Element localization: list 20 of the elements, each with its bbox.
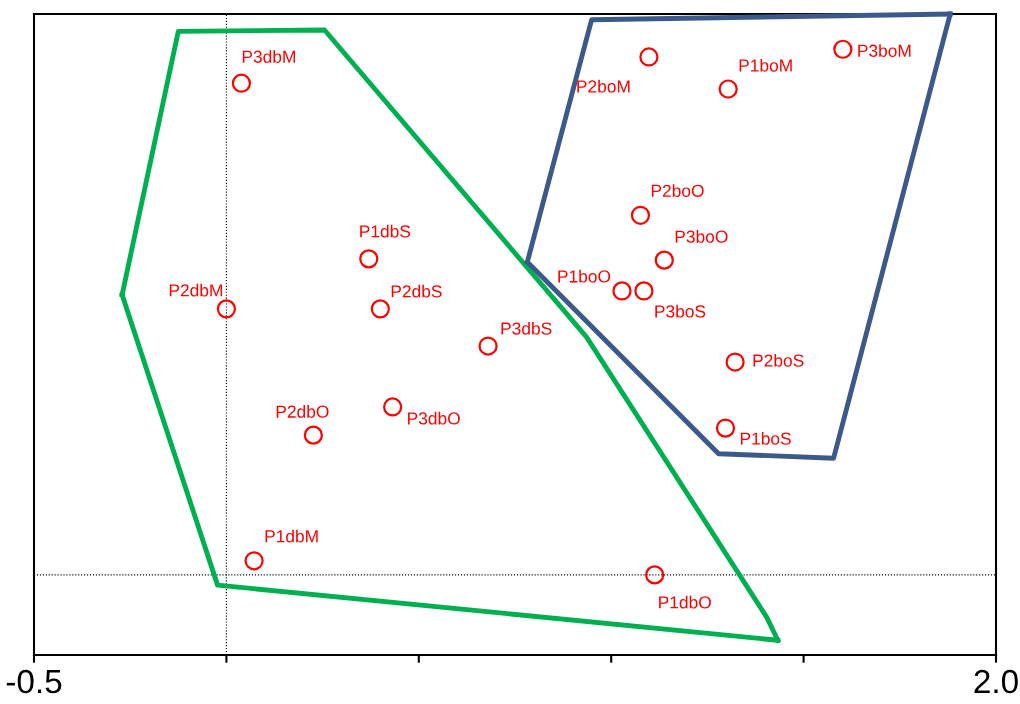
x-tick-label: 2.0: [974, 669, 1018, 694]
annotation: P1dbO: [659, 595, 711, 609]
annotation: P3dbS: [501, 321, 552, 335]
annotation: P1boO: [558, 269, 611, 283]
annotation: P2dbS: [391, 284, 442, 298]
annotation: P3dbO: [408, 411, 460, 425]
annotation: P3dbM: [242, 50, 295, 63]
annotation: P2boS: [753, 353, 804, 367]
annotation: P1boS: [740, 431, 791, 445]
annotation: P2boO: [651, 184, 704, 197]
annotation: P3boS: [655, 304, 706, 318]
annotation: P2dbM: [169, 283, 222, 297]
annotation: P2dbO: [276, 405, 329, 418]
annotation: P1dbM: [265, 529, 318, 543]
annotation: P1dbS: [360, 224, 411, 238]
x-tick-label: -0.5: [6, 669, 62, 694]
annotation: P3boO: [675, 230, 728, 243]
annotation: P1boM: [739, 58, 792, 72]
annotation: P2boM: [577, 79, 630, 93]
annotation: P3boM: [858, 44, 911, 57]
